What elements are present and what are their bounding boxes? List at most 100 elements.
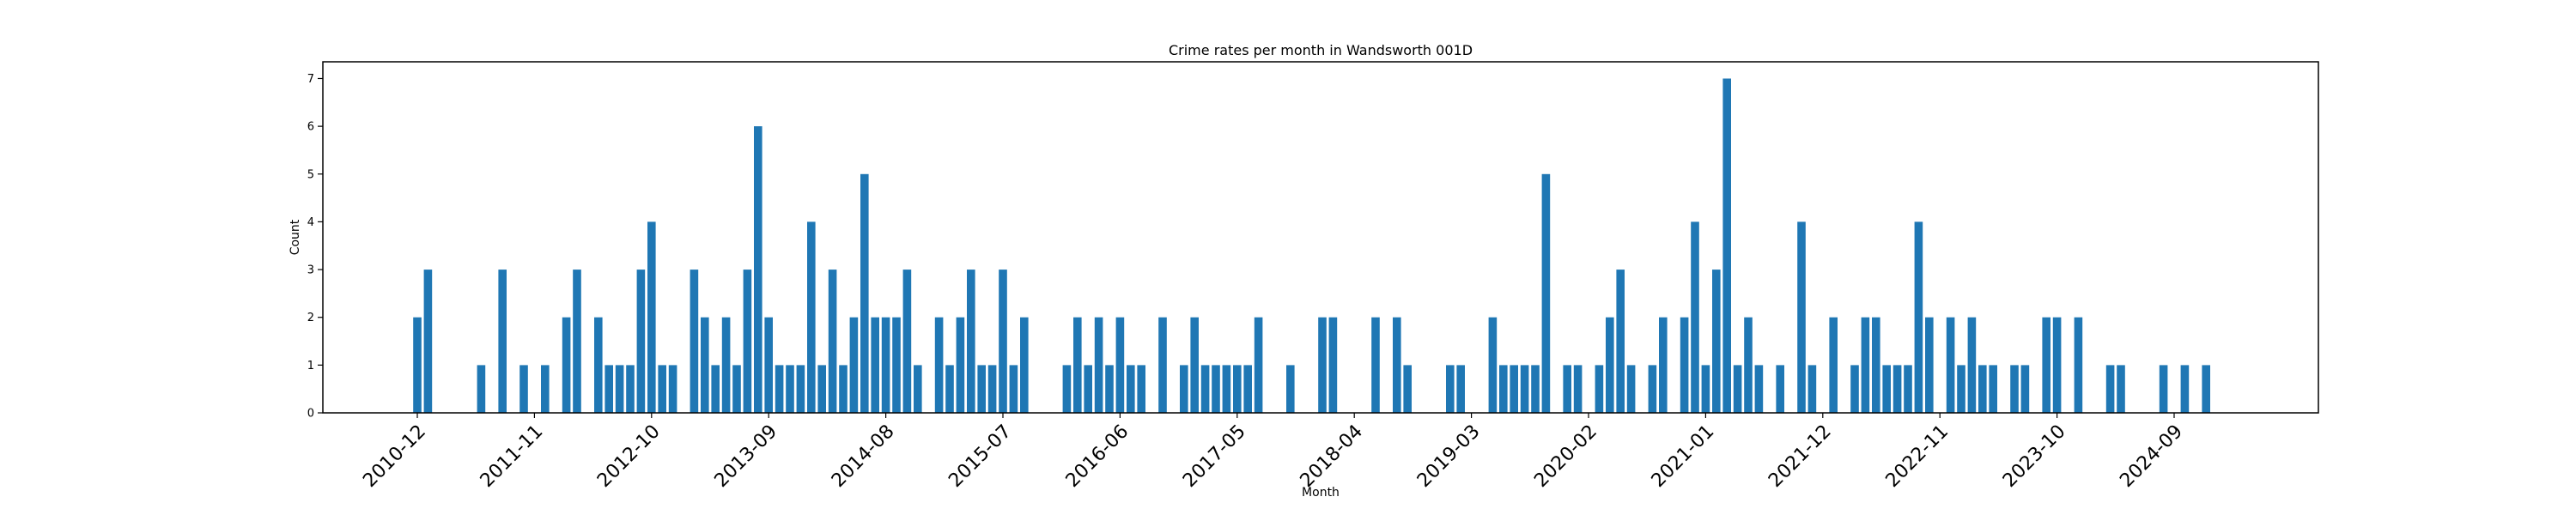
bar-2019-06 [1499,365,1508,413]
bar-2013-05 [721,317,731,413]
bar-2012-08 [626,365,635,413]
bar-2021-03 [1722,78,1731,413]
bar-2017-01 [1190,317,1199,413]
bar-2016-10 [1158,317,1167,413]
x-axis: 2010-12 2011-11 2012-10 2013-09 2014-08 2015-… [359,413,2187,492]
bar-2014-04 [839,365,848,413]
x-tick-label: 2017-05 [1179,421,1250,492]
bar-2020-01 [1573,365,1583,413]
bar-2017-05 [1233,365,1242,413]
bar-2017-04 [1222,365,1231,413]
bar-2022-08 [1904,365,1912,413]
bar-2021-01 [1701,365,1710,413]
bar-2013-10 [775,365,784,413]
bar-2014-11 [914,365,922,413]
bar-2020-12 [1691,221,1699,413]
x-tick-label: 2021-01 [1648,421,1719,492]
bar-2012-06 [605,365,613,413]
bar-2024-03 [2105,365,2115,413]
y-axis-label: Count [289,219,302,255]
bar-2019-08 [1520,365,1529,413]
y-tick-label: 6 [307,121,314,134]
bar-2021-11 [1807,365,1817,413]
bar-2019-09 [1531,365,1540,413]
bar-2015-07 [999,270,1007,413]
bar-2017-10 [1286,365,1295,413]
bar-2018-09 [1403,365,1412,413]
x-tick-label: 2023-10 [1999,421,2070,492]
y-tick-label: 1 [307,360,314,373]
x-tick-label: 2015-07 [945,421,1016,492]
x-tick-label: 2012-10 [593,421,665,492]
x-tick-label: 2021-12 [1765,421,1836,492]
bar-2016-02 [1073,317,1082,413]
bar-2024-12 [2202,365,2210,413]
bar-2021-08 [1776,365,1784,413]
bar-2011-12 [541,365,550,413]
x-tick-label: 2018-04 [1297,421,1368,492]
bar-2011-08 [498,270,507,413]
bar-2015-08 [1009,365,1018,413]
bar-2014-08 [881,317,890,413]
bar-2015-04 [967,270,975,413]
bar-2022-07 [1893,365,1902,413]
x-axis-label: Month [1302,486,1340,500]
bar-2010-12 [413,317,422,413]
bar-2015-06 [987,365,997,413]
bar-2023-07 [2020,365,2030,413]
bar-2013-09 [764,317,773,413]
bar-2015-03 [956,317,965,413]
bar-2013-06 [732,365,741,413]
bar-2020-03 [1595,365,1604,413]
bar-2012-09 [636,270,646,413]
bar-2016-01 [1062,365,1072,413]
bar-2016-07 [1127,365,1135,413]
bar-2018-01 [1318,317,1327,413]
y-tick-label: 5 [307,168,314,181]
bar-2016-08 [1137,365,1145,413]
bar-2023-06 [2010,365,2019,413]
y-tick-label: 4 [307,216,314,229]
bar-2014-07 [871,317,879,413]
bar-2011-10 [519,365,528,413]
bar-2020-11 [1680,317,1689,413]
y-tick-label: 3 [307,264,314,277]
bar-2019-10 [1541,173,1551,414]
bar-2024-04 [2117,365,2125,413]
x-tick-label: 2011-11 [477,421,548,492]
plot-frame [322,61,2319,414]
bar-2013-12 [796,365,805,413]
bar-2014-10 [902,270,912,413]
y-tick-label: 2 [307,312,314,324]
bar-2019-12 [1563,365,1571,413]
bar-2015-09 [1020,317,1029,413]
bar-2013-04 [711,365,720,413]
bar-2024-08 [2159,365,2168,413]
bar-2022-10 [1925,317,1934,413]
bar-2022-09 [1914,221,1923,413]
bar-2020-04 [1606,317,1614,413]
bars-group [413,78,2210,414]
y-tick-label: 0 [307,408,314,421]
bar-2018-08 [1393,317,1401,413]
x-tick-label: 2016-06 [1062,421,1133,492]
bar-2012-03 [573,270,581,413]
bar-2014-06 [860,173,869,414]
bar-2012-12 [668,365,677,413]
bar-2018-06 [1371,317,1380,413]
bar-2012-10 [647,221,656,413]
bar-2014-03 [828,270,837,413]
bar-2023-10 [2052,317,2062,413]
bar-2023-02 [1967,317,1977,413]
bar-2020-05 [1616,270,1625,413]
bar-2019-05 [1488,317,1498,413]
bar-2012-02 [562,317,571,413]
x-tick-label: 2013-09 [711,421,782,492]
bar-2023-12 [2074,317,2083,413]
bar-2021-02 [1712,270,1721,413]
bar-2019-02 [1456,365,1465,413]
bar-2020-09 [1659,317,1668,413]
bar-2022-03 [1850,365,1859,413]
bar-2018-02 [1328,317,1338,413]
